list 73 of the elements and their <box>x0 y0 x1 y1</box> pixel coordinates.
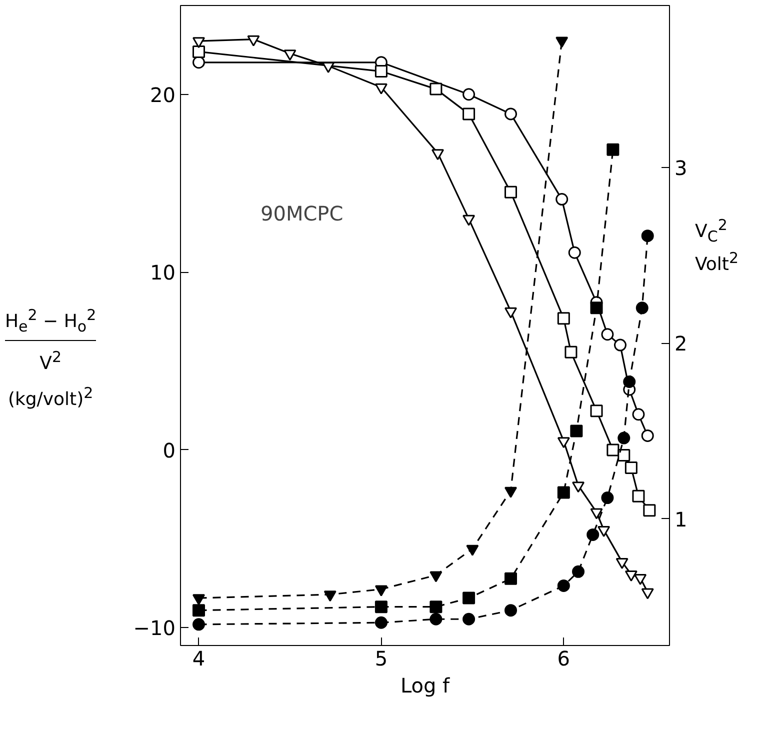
x-axis-title: Log f <box>400 674 451 698</box>
point <box>504 486 518 498</box>
point <box>557 437 570 448</box>
y-tick-label: −10 <box>133 616 176 640</box>
point <box>557 312 570 325</box>
point <box>570 424 583 438</box>
point <box>430 82 442 96</box>
point <box>624 570 638 582</box>
y2-tick-label: 3 <box>674 156 688 180</box>
point <box>618 449 630 462</box>
point <box>192 604 205 617</box>
annotation: 90MCPC <box>260 202 344 226</box>
x-tick-label: 5 <box>374 646 388 670</box>
point <box>590 508 603 520</box>
point <box>430 571 442 582</box>
point <box>590 404 603 418</box>
point <box>192 45 205 58</box>
y-tick-label: 0 <box>162 438 176 462</box>
point <box>632 408 645 421</box>
point <box>504 307 518 318</box>
point <box>634 574 647 586</box>
point <box>462 592 476 604</box>
point <box>466 544 479 556</box>
point <box>641 429 654 442</box>
point <box>247 35 260 46</box>
point <box>601 328 614 341</box>
point <box>374 585 388 596</box>
point <box>556 36 568 48</box>
y-tick-label: 20 <box>150 82 176 107</box>
point <box>590 302 603 314</box>
point <box>374 65 388 78</box>
point <box>430 612 442 626</box>
point <box>374 83 388 94</box>
point <box>636 302 648 314</box>
point <box>586 528 600 541</box>
point <box>641 588 654 600</box>
point <box>606 444 620 456</box>
point <box>643 504 656 517</box>
point <box>462 88 476 101</box>
point <box>430 600 442 614</box>
y-tick-label: 10 <box>150 260 176 285</box>
point <box>374 600 388 614</box>
point <box>462 612 476 626</box>
point <box>462 214 476 226</box>
point <box>616 558 628 570</box>
point <box>572 482 585 493</box>
point <box>598 526 610 538</box>
point <box>504 108 518 120</box>
point <box>601 492 614 504</box>
point <box>641 230 654 242</box>
point <box>624 461 638 474</box>
point <box>623 376 636 388</box>
point <box>192 618 205 631</box>
point <box>556 193 568 206</box>
point <box>557 579 570 592</box>
point <box>564 346 578 358</box>
point <box>572 565 585 578</box>
y2-tick-label: 1 <box>674 507 688 532</box>
point <box>557 486 570 499</box>
x-tick-label: 4 <box>192 646 206 670</box>
point <box>504 604 518 617</box>
point <box>504 186 518 198</box>
point <box>462 108 476 120</box>
point <box>568 246 581 259</box>
point <box>374 616 388 629</box>
point <box>606 143 620 156</box>
point <box>618 432 630 444</box>
x-tick-label: 6 <box>557 646 570 670</box>
point <box>632 490 645 502</box>
point <box>614 338 626 352</box>
point <box>504 572 518 585</box>
point <box>432 149 444 160</box>
y2-tick-label: 2 <box>674 332 688 356</box>
